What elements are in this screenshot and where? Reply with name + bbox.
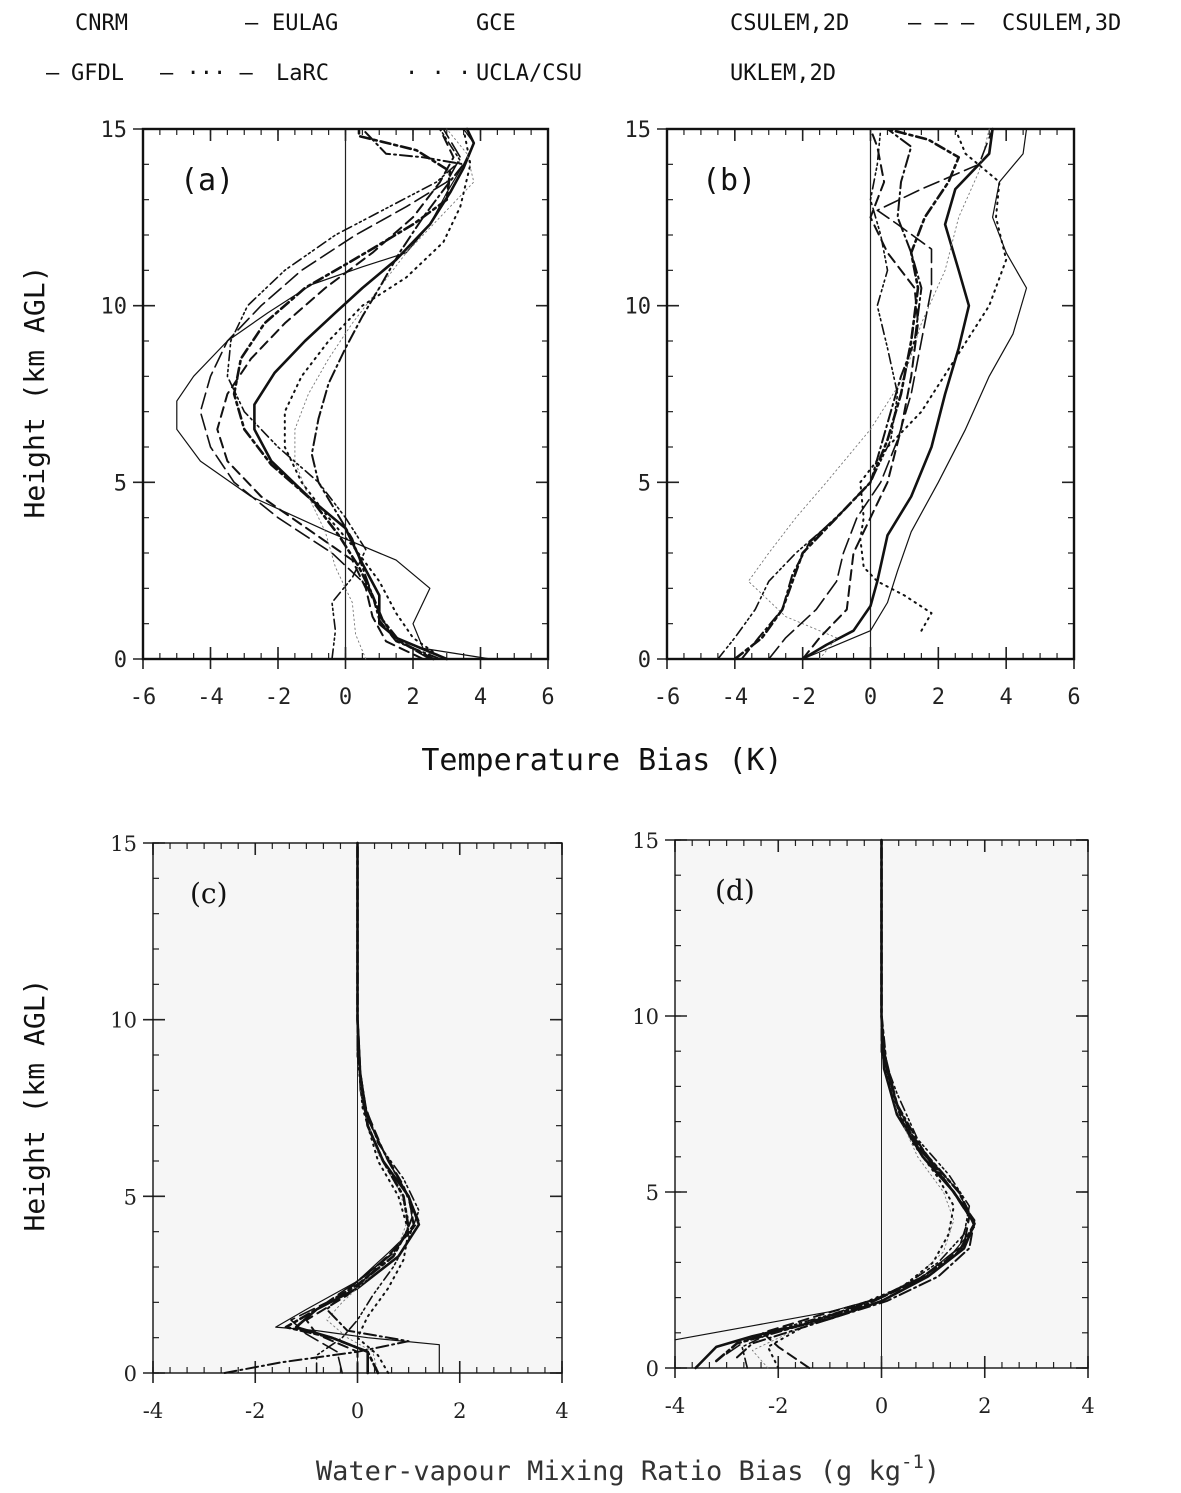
qv-x-axis-label-end: ) — [924, 1456, 940, 1487]
series-gfdl — [767, 128, 994, 660]
series-csulem-2d — [740, 128, 923, 660]
qv-x-axis-label-sup: -1 — [901, 1451, 924, 1473]
series-eulag — [801, 127, 994, 661]
y-tick-label: 15 — [632, 829, 659, 853]
series-larc — [226, 128, 462, 660]
x-tick-label: 2 — [406, 685, 419, 710]
x-tick-label: 0 — [339, 685, 352, 710]
temp-x-axis-label: Temperature Bias (K) — [421, 743, 782, 778]
y-tick-label: 10 — [110, 1009, 137, 1033]
y-tick-label: 15 — [110, 832, 137, 856]
x-tick-label: -4 — [722, 685, 749, 710]
legend-entry-gce: GCE — [476, 11, 516, 36]
x-tick-label: 4 — [1081, 1394, 1094, 1418]
legend-entry-uklem2d: UKLEM,2D — [730, 61, 836, 86]
legend: CNRM – EULAG GCE CSULEM,2D – – – CSULEM,… — [46, 11, 1121, 86]
x-tick-label: 2 — [932, 685, 945, 710]
legend-sample-gfdl: – — [46, 61, 60, 86]
x-tick-label: 2 — [453, 1399, 466, 1423]
plot-frame — [141, 127, 550, 661]
panel-d: -4 -2 0 2 4 0 5 10 15 (d) — [632, 829, 1094, 1418]
series-csulem-2d — [310, 128, 465, 660]
x-tick-label: 0 — [864, 685, 877, 710]
qv-x-axis-label-main: Water-vapour Mixing Ratio Bias (g kg — [316, 1456, 901, 1487]
series-uklem-2d — [232, 127, 452, 661]
series-ucla-csu — [283, 128, 472, 660]
x-tick-label: -6 — [654, 685, 681, 710]
x-tick-label: -2 — [789, 685, 816, 710]
y-tick-label: 0 — [646, 1357, 659, 1381]
series-uklem-2d — [733, 127, 961, 661]
y-tick-label: 10 — [625, 295, 652, 320]
series-cnrm — [176, 128, 492, 660]
legend-entry-eulag: EULAG — [272, 11, 338, 36]
panel-c: -4 -2 0 2 4 0 5 10 15 (c) — [110, 832, 568, 1423]
series-eulag — [694, 838, 976, 1370]
y-tick-label: 0 — [114, 648, 127, 673]
legend-sample-eulag: – — [245, 11, 259, 36]
series-larc — [741, 839, 971, 1369]
panel-label: (c) — [190, 877, 228, 910]
legend-entry-csulem3d: CSULEM,3D — [1002, 11, 1121, 36]
y-tick-label: 5 — [646, 1181, 659, 1205]
x-tick-label: 0 — [875, 1394, 888, 1418]
series-csulem-3d — [216, 128, 455, 660]
x-tick-label: -4 — [665, 1394, 685, 1418]
x-tick-label: 2 — [978, 1394, 991, 1418]
panel-a: -6 -4 -2 0 2 4 6 0 5 10 15 (a) — [101, 118, 555, 710]
plot-frame — [665, 127, 1076, 661]
qv-x-axis-label: Water-vapour Mixing Ratio Bias (g kg-1) — [316, 1451, 940, 1487]
series-uklem-2d — [284, 841, 410, 1375]
series-gce — [747, 128, 990, 660]
y-tick-label: 0 — [124, 1362, 137, 1386]
x-tick-label: -6 — [130, 685, 157, 710]
y-tick-label: 15 — [101, 118, 128, 143]
x-tick-label: -2 — [245, 1399, 265, 1423]
legend-sample-csulem3d: – – – — [908, 11, 975, 36]
panel-label: (b) — [702, 163, 756, 198]
series-larc — [315, 842, 420, 1374]
y-tick-label: 10 — [101, 295, 128, 320]
x-tick-label: -2 — [265, 685, 292, 710]
panel-b: -6 -4 -2 0 2 4 6 0 5 10 15 (b) — [625, 118, 1081, 710]
y-tick-label: 15 — [625, 118, 652, 143]
x-tick-label: 4 — [1000, 685, 1013, 710]
temp-y-axis-label: Height (km AGL) — [18, 266, 51, 519]
y-tick-label: 0 — [638, 648, 651, 673]
legend-sample-larc: – ··· – — [160, 61, 253, 86]
series-uklem-2d — [714, 838, 976, 1363]
panel-label: (a) — [180, 163, 234, 198]
y-tick-label: 10 — [632, 1005, 659, 1029]
x-tick-label: 0 — [351, 1399, 364, 1423]
series-ucla-csu — [859, 128, 1008, 632]
legend-entry-gfdl: GFDL — [71, 61, 124, 86]
x-tick-label: -4 — [143, 1399, 163, 1423]
x-tick-label: 6 — [541, 685, 554, 710]
series-eulag — [253, 127, 476, 661]
series-cnrm — [802, 128, 1028, 660]
y-tick-label: 5 — [638, 471, 651, 496]
x-tick-label: 4 — [474, 685, 487, 710]
x-tick-label: 4 — [555, 1399, 568, 1423]
legend-entry-cnrm: CNRM — [75, 11, 128, 36]
x-tick-label: 6 — [1067, 685, 1080, 710]
x-tick-label: -4 — [197, 685, 224, 710]
series-gfdl — [199, 128, 462, 660]
y-tick-label: 5 — [124, 1185, 137, 1209]
panel-label: (d) — [715, 874, 755, 907]
legend-entry-csulem2d: CSULEM,2D — [730, 11, 849, 36]
series-ucla-csu — [766, 839, 955, 1369]
qv-y-axis-label: Height (km AGL) — [18, 979, 51, 1232]
legend-sample-ucla: · · · — [405, 61, 471, 86]
series-csulem-3d — [801, 128, 919, 660]
y-tick-label: 5 — [114, 471, 127, 496]
series-gce — [294, 128, 475, 660]
x-tick-label: -2 — [768, 1394, 788, 1418]
legend-entry-ucla: UCLA/CSU — [476, 61, 582, 86]
legend-entry-larc: LaRC — [276, 61, 329, 86]
